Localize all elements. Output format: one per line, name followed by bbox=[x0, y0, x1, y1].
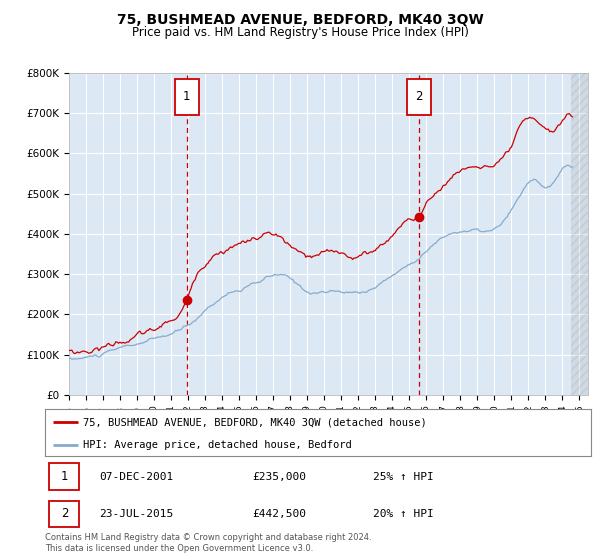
FancyBboxPatch shape bbox=[175, 80, 199, 115]
Text: 25% ↑ HPI: 25% ↑ HPI bbox=[373, 472, 433, 482]
FancyBboxPatch shape bbox=[49, 501, 79, 527]
Text: 23-JUL-2015: 23-JUL-2015 bbox=[100, 509, 174, 519]
Text: 1: 1 bbox=[183, 91, 191, 104]
Text: 1: 1 bbox=[61, 470, 68, 483]
FancyBboxPatch shape bbox=[407, 80, 431, 115]
Text: 07-DEC-2001: 07-DEC-2001 bbox=[100, 472, 174, 482]
Text: 2: 2 bbox=[61, 507, 68, 520]
Bar bbox=[571, 73, 588, 395]
Text: 2: 2 bbox=[415, 91, 422, 104]
Text: Contains HM Land Registry data © Crown copyright and database right 2024.
This d: Contains HM Land Registry data © Crown c… bbox=[45, 533, 371, 553]
Text: 20% ↑ HPI: 20% ↑ HPI bbox=[373, 509, 433, 519]
Text: £442,500: £442,500 bbox=[253, 509, 307, 519]
FancyBboxPatch shape bbox=[49, 464, 79, 490]
Text: HPI: Average price, detached house, Bedford: HPI: Average price, detached house, Bedf… bbox=[83, 440, 352, 450]
Text: 75, BUSHMEAD AVENUE, BEDFORD, MK40 3QW (detached house): 75, BUSHMEAD AVENUE, BEDFORD, MK40 3QW (… bbox=[83, 417, 427, 427]
Text: Price paid vs. HM Land Registry's House Price Index (HPI): Price paid vs. HM Land Registry's House … bbox=[131, 26, 469, 39]
Text: 75, BUSHMEAD AVENUE, BEDFORD, MK40 3QW: 75, BUSHMEAD AVENUE, BEDFORD, MK40 3QW bbox=[116, 13, 484, 27]
Text: £235,000: £235,000 bbox=[253, 472, 307, 482]
